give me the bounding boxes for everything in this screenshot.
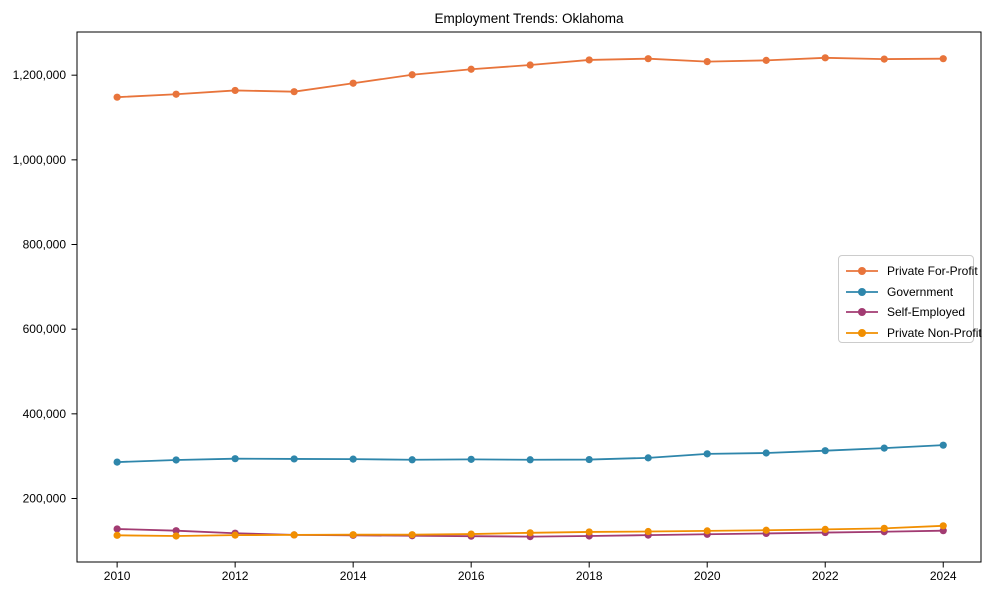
chart-title: Employment Trends: Oklahoma (434, 11, 624, 26)
data-point-private-for-profit (644, 55, 652, 63)
data-point-self-employed (113, 525, 121, 533)
data-point-private-for-profit (231, 86, 239, 95)
data-point-government (585, 455, 593, 464)
data-point-government (290, 455, 298, 463)
data-point-government (172, 456, 180, 464)
data-point-private-for-profit (290, 88, 298, 96)
data-point-government (762, 449, 770, 457)
y-tick-label: 400,000 (23, 407, 67, 421)
legend-label: Government (887, 284, 954, 299)
x-tick-label: 2016 (458, 569, 485, 583)
data-point-private-non-profit (585, 528, 593, 536)
data-point-government (408, 456, 416, 464)
legend-item-government: Government (845, 282, 973, 303)
legend-item-private-non-profit: Private Non-Profit (845, 323, 982, 344)
data-point-government (939, 441, 947, 449)
data-point-private-for-profit (821, 54, 829, 62)
y-tick-label: 600,000 (23, 322, 67, 336)
legend-label: Self-Employed (887, 305, 966, 320)
data-point-private-for-profit (113, 93, 121, 101)
data-point-private-for-profit (939, 55, 947, 63)
y-tick-label: 1,200,000 (13, 68, 67, 82)
data-point-government (880, 444, 888, 452)
legend-line-marker-icon (846, 267, 878, 276)
x-tick-label: 2012 (222, 569, 249, 583)
data-point-private-non-profit (113, 531, 121, 539)
data-point-private-non-profit (172, 532, 180, 540)
data-point-government (644, 454, 652, 462)
data-point-private-non-profit (703, 527, 711, 535)
data-point-private-non-profit (762, 526, 770, 534)
y-tick-label: 1,000,000 (13, 153, 67, 167)
legend-label: Private Non-Profit (887, 325, 982, 340)
legend-line-marker-icon (846, 328, 878, 337)
data-point-private-non-profit (526, 529, 534, 537)
data-point-government (349, 455, 357, 463)
y-tick-label: 200,000 (23, 492, 67, 506)
x-tick-label: 2024 (930, 569, 957, 583)
data-point-private-non-profit (644, 527, 652, 536)
data-point-government (467, 455, 475, 463)
x-tick-label: 2018 (576, 569, 603, 583)
chart-legend: Private For-Profit Government Self-Employe… (838, 255, 982, 344)
data-point-private-for-profit (467, 65, 475, 73)
data-point-self-employed (172, 527, 180, 535)
data-point-private-non-profit (290, 531, 298, 539)
data-point-private-for-profit (762, 56, 770, 64)
data-point-private-for-profit (172, 90, 180, 98)
legend-item-self-employed: Self-Employed (845, 302, 973, 323)
data-point-private-non-profit (349, 531, 357, 539)
x-tick-label: 2020 (694, 569, 721, 583)
data-point-government (231, 455, 239, 463)
data-point-private-for-profit (349, 79, 357, 87)
legend-line-marker-icon (846, 308, 878, 317)
data-point-government (703, 450, 711, 458)
data-point-private-for-profit (408, 71, 416, 79)
legend-label: Private For-Profit (887, 264, 978, 279)
data-point-private-non-profit (821, 525, 829, 534)
data-point-private-non-profit (231, 531, 239, 539)
data-point-private-non-profit (939, 522, 947, 530)
y-tick-label: 800,000 (23, 238, 67, 252)
data-point-government (821, 447, 829, 455)
x-tick-label: 2022 (812, 569, 839, 583)
data-point-private-for-profit (585, 56, 593, 64)
legend-item-private-for-profit: Private For-Profit (845, 261, 978, 282)
data-point-private-non-profit (408, 531, 416, 539)
data-point-government (113, 458, 121, 466)
data-point-private-for-profit (526, 61, 534, 69)
data-point-government (526, 456, 534, 464)
data-point-private-non-profit (467, 530, 475, 538)
x-tick-label: 2010 (104, 569, 131, 583)
data-point-private-non-profit (880, 524, 888, 532)
data-point-private-for-profit (703, 58, 711, 66)
plot-border (76, 31, 982, 563)
data-point-private-for-profit (880, 55, 888, 63)
legend-line-marker-icon (846, 287, 878, 296)
x-tick-label: 2014 (340, 569, 367, 583)
